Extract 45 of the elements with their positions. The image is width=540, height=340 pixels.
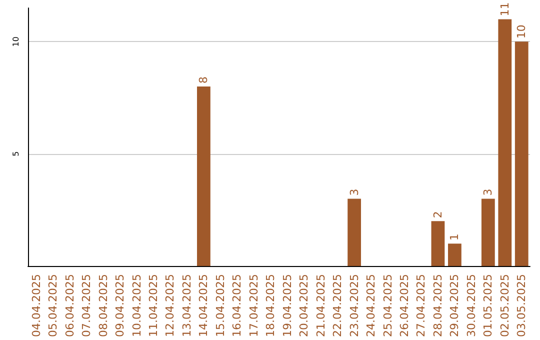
y-tick-label: 5 [12, 151, 20, 156]
x-tick-label: 23.04.2025 [348, 274, 361, 338]
data-label: 2 [431, 211, 444, 218]
x-tick-label: 06.04.2025 [63, 274, 76, 338]
x-tick-label: 28.04.2025 [431, 274, 444, 338]
bar [431, 221, 445, 266]
x-tick-label: 20.04.2025 [298, 274, 311, 338]
x-tick-label: 01.05.2025 [482, 274, 495, 338]
x-tick-label: 15.04.2025 [214, 274, 227, 338]
x-tick-label: 22.04.2025 [331, 274, 344, 338]
x-tick-label: 03.05.2025 [515, 274, 528, 338]
x-tick-label: 12.04.2025 [164, 274, 177, 338]
x-tick-label: 09.04.2025 [114, 274, 127, 338]
x-tick-label: 10.04.2025 [130, 274, 144, 338]
data-label: 1 [448, 234, 462, 241]
x-tick-label: 11.04.2025 [147, 274, 160, 338]
bar [514, 42, 528, 266]
x-tick-label: 17.04.2025 [247, 274, 260, 338]
x-tick-label: 13.04.2025 [180, 274, 194, 338]
x-tick-label: 26.04.2025 [398, 274, 411, 338]
data-label: 10 [515, 24, 528, 39]
bar [348, 198, 361, 266]
x-tick-label: 30.04.2025 [464, 274, 478, 338]
data-label: 3 [482, 188, 495, 196]
x-tick-label: 27.04.2025 [414, 274, 428, 338]
x-tick-label: 16.04.2025 [230, 274, 244, 338]
x-tick-label: 02.05.2025 [498, 274, 512, 338]
x-tick-label: 08.04.2025 [96, 274, 110, 338]
data-label: 11 [498, 2, 512, 16]
x-tick-label: 18.04.2025 [264, 274, 278, 338]
x-tick-label: 21.04.2025 [314, 274, 328, 338]
x-tick-label: 24.04.2025 [364, 274, 378, 338]
x-tick-label: 05.04.2025 [46, 274, 60, 338]
bar [481, 198, 495, 266]
x-tick-label: 07.04.2025 [80, 274, 94, 338]
bar [197, 86, 210, 266]
x-tick-label: 14.04.2025 [197, 274, 210, 338]
bar [498, 19, 512, 266]
data-label: 8 [197, 76, 210, 84]
data-label: 3 [348, 188, 361, 196]
bar [448, 244, 462, 266]
x-tick-label: 25.04.2025 [381, 274, 394, 338]
x-tick-label: 19.04.2025 [280, 274, 294, 338]
x-tick-label: 04.04.2025 [30, 274, 43, 338]
x-tick-label: 29.04.2025 [448, 274, 462, 338]
